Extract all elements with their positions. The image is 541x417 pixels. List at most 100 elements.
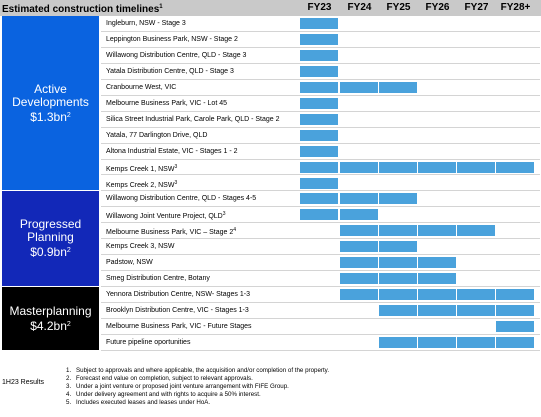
- row-divider: [101, 254, 540, 255]
- timeline-bar-fy27: [457, 161, 495, 173]
- project-label: Melbourne Business Park, VIC – Stage 24: [106, 226, 236, 237]
- timeline-bar-fy23: [300, 177, 338, 189]
- project-name: Altona Industrial Estate, VIC - Stages 1…: [106, 147, 238, 155]
- row-divider: [101, 174, 540, 175]
- timeline-bar-fy23: [300, 193, 338, 205]
- timeline-header-bar: [0, 0, 541, 16]
- project-name: Yatala Distribution Centre, QLD - Stage …: [106, 67, 234, 75]
- timeline-bar-fy28-plus: [496, 337, 534, 348]
- section-block-3: Masterplanning $4.2bn2: [2, 287, 99, 350]
- project-label: Leppington Business Park, NSW - Stage 2: [106, 35, 238, 44]
- project-label: Ingleburn, NSW - Stage 3: [106, 19, 186, 28]
- project-label: Willawong Distribution Centre, QLD - Sta…: [106, 51, 246, 60]
- footnotes: 1. Subject to approvals and where applica…: [66, 367, 329, 407]
- footnote-text: Forecast end value on completion, subjec…: [76, 375, 253, 382]
- project-name: Yennora Distribution Centre, NSW- Stages…: [106, 291, 250, 299]
- timeline-bar-fy25: [379, 193, 417, 205]
- section-text: Masterplanning $4.2bn2: [9, 304, 91, 333]
- project-footnote: 3: [174, 163, 178, 170]
- project-label: Willawong Distribution Centre, QLD - Sta…: [106, 194, 256, 203]
- project-name: Padstow, NSW: [106, 259, 153, 267]
- timeline-bar-fy25: [379, 225, 417, 237]
- footnote-item: 2. Forecast end value on completion, subj…: [66, 375, 329, 383]
- period-header-fy27: FY27: [464, 2, 489, 13]
- timeline-bar-fy23: [300, 97, 338, 109]
- project-footnote: 3: [174, 179, 178, 186]
- footnote-number: 1.: [66, 367, 72, 374]
- timeline-bar-fy24: [340, 193, 378, 205]
- footnote-text: Subject to approvals and where applicabl…: [76, 367, 330, 374]
- footnote-number: 4.: [66, 391, 72, 398]
- timeline-bar-fy26: [418, 273, 456, 285]
- timeline-bar-fy28-plus: [496, 289, 534, 301]
- period-header-fy24: FY24: [347, 2, 372, 13]
- timeline-bar-fy23: [300, 161, 338, 173]
- footnote-text: Includes executed leases and leases unde…: [76, 399, 211, 406]
- timeline-bar-fy23: [300, 113, 338, 125]
- timeline-bar-fy23: [300, 145, 338, 157]
- section-value-footnote: 2: [66, 247, 71, 255]
- row-divider: [101, 238, 540, 239]
- timeline-bar-fy25: [379, 305, 417, 317]
- timeline-bar-fy24: [340, 81, 378, 93]
- project-label: Yatala Distribution Centre, QLD - Stage …: [106, 67, 234, 76]
- row-divider: [101, 286, 540, 287]
- project-name: Kemps Creek 1, NSW: [106, 165, 175, 173]
- section-value-footnote: 2: [66, 320, 71, 328]
- row-divider: [101, 63, 540, 64]
- row-divider: [101, 302, 540, 303]
- timeline-bar-fy26: [418, 225, 456, 237]
- row-divider: [101, 95, 540, 96]
- timeline-bar-fy27: [457, 305, 495, 317]
- row-divider: [101, 127, 540, 128]
- period-header-fy25: FY25: [386, 2, 411, 13]
- row-divider: [101, 111, 540, 112]
- timeline-bar-fy26: [418, 305, 456, 317]
- timeline-bar-fy23: [300, 209, 338, 221]
- footnote-item: 1. Subject to approvals and where applica…: [66, 367, 329, 375]
- period-header-fy23: FY23: [307, 2, 332, 13]
- project-label: Smeg Distribution Centre, Botany: [106, 274, 210, 283]
- project-label: Willawong Joint Venture Project, QLD3: [106, 210, 226, 221]
- timeline-bar-fy27: [457, 289, 495, 301]
- project-name: Melbourne Business Park, VIC - Future St…: [106, 323, 252, 331]
- chart-title: Estimated construction timelines1: [2, 4, 163, 15]
- project-label: Future pipeline oportunities: [106, 338, 190, 347]
- section-value-amount: $1.3bn: [30, 109, 67, 124]
- project-label: Melbourne Business Park, VIC - Future St…: [106, 322, 252, 331]
- section-text: Progressed Planning $0.9bn2: [2, 218, 99, 259]
- footnote-item: 4. Under delivery agreement and with righ…: [66, 391, 329, 399]
- section-value-amount: $0.9bn: [30, 245, 67, 260]
- section-value: $4.2bn2: [9, 318, 91, 333]
- timeline-bar-fy26: [418, 289, 456, 301]
- project-name: Silica Street Industrial Park, Carole Pa…: [106, 115, 280, 123]
- row-divider: [101, 79, 540, 80]
- project-name: Kemps Creek 3, NSW: [106, 243, 175, 251]
- project-name: Smeg Distribution Centre, Botany: [106, 275, 210, 283]
- row-divider: [101, 270, 540, 271]
- footnote-text: Under a joint venture or proposed joint …: [76, 383, 289, 390]
- project-footnote: 4: [233, 227, 237, 234]
- project-name: Future pipeline oportunities: [106, 339, 191, 346]
- section-text: Active Developments $1.3bn2: [2, 81, 99, 124]
- section-value: $0.9bn2: [2, 244, 99, 259]
- timeline-bar-fy25: [379, 81, 417, 93]
- project-name: Willawong Distribution Centre, QLD - Sta…: [106, 51, 247, 59]
- project-name: Willawong Joint Venture Project, QLD: [106, 213, 223, 221]
- timeline-bar-fy27: [457, 337, 495, 348]
- section-title: Active Developments: [12, 81, 89, 109]
- timeline-bar-fy26: [418, 257, 456, 269]
- timeline-bar-fy24: [340, 273, 378, 285]
- project-label: Kemps Creek 3, NSW: [106, 242, 174, 251]
- row-divider: [101, 334, 540, 335]
- project-name: Melbourne Business Park, VIC – Stage 2: [106, 229, 234, 237]
- row-divider: [101, 143, 540, 144]
- row-divider: [101, 190, 540, 191]
- period-header-fy26: FY26: [425, 2, 450, 13]
- timeline-bar-fy23: [300, 81, 338, 93]
- timeline-bar-fy28-plus: [496, 161, 534, 173]
- row-divider: [101, 206, 540, 207]
- section-block-1: Active Developments $1.3bn2: [2, 16, 99, 191]
- footnote-text: Under delivery agreement and with rights…: [76, 391, 261, 398]
- project-name: Willawong Distribution Centre, QLD - Sta…: [106, 195, 257, 203]
